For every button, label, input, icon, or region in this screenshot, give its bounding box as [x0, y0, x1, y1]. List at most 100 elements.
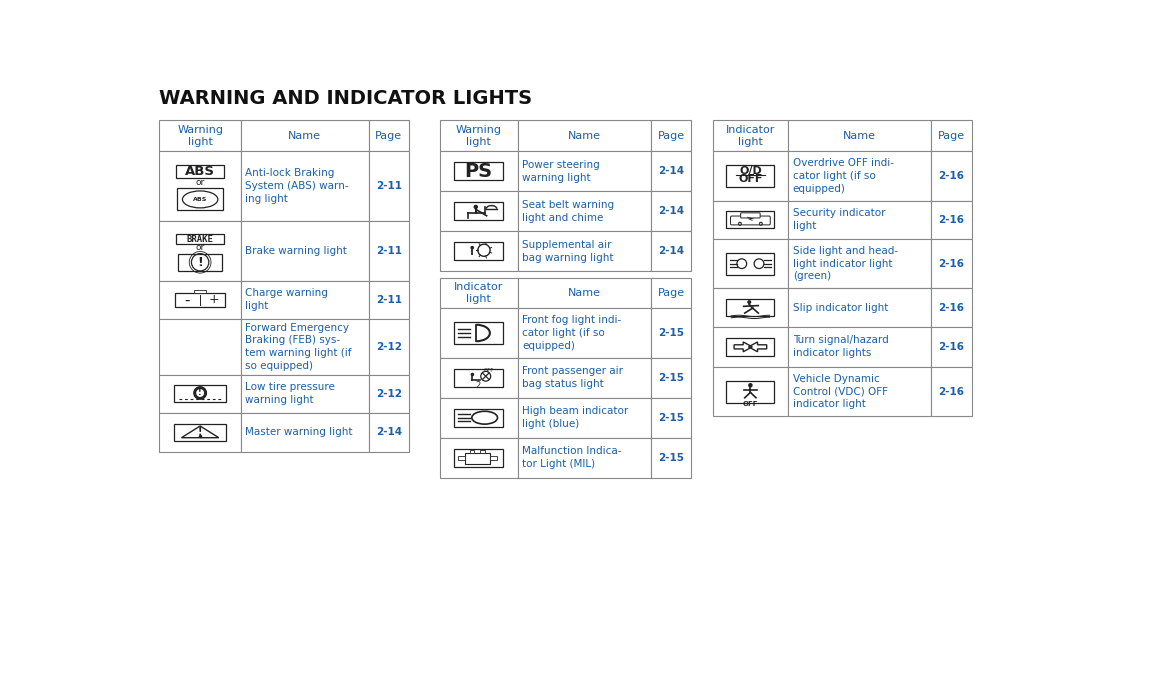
- Text: !: !: [197, 256, 203, 269]
- Bar: [931, 288, 972, 327]
- Text: Anti-lock Braking
System (ABS) warn-
ing light: Anti-lock Braking System (ABS) warn- ing…: [246, 168, 349, 204]
- Text: 2-11: 2-11: [376, 295, 402, 305]
- Text: Seat belt warning
light and chime: Seat belt warning light and chime: [523, 200, 615, 223]
- Text: !: !: [198, 427, 203, 437]
- Bar: [454, 369, 504, 386]
- FancyBboxPatch shape: [740, 213, 760, 218]
- Text: Malfunction Indica-
tor Light (MIL): Malfunction Indica- tor Light (MIL): [523, 446, 622, 469]
- Text: 2-14: 2-14: [658, 246, 684, 256]
- Bar: [440, 278, 518, 308]
- Bar: [651, 191, 691, 231]
- Bar: [194, 290, 206, 293]
- Text: Page: Page: [375, 131, 403, 141]
- Bar: [369, 413, 409, 452]
- Circle shape: [470, 246, 474, 250]
- Bar: [159, 151, 241, 221]
- Bar: [518, 278, 651, 308]
- Text: Name: Name: [568, 131, 601, 141]
- Bar: [931, 151, 972, 200]
- Bar: [457, 456, 466, 460]
- Bar: [440, 397, 518, 438]
- Text: 2-16: 2-16: [938, 259, 965, 269]
- Text: 2-14: 2-14: [658, 166, 684, 176]
- Bar: [518, 438, 651, 477]
- Bar: [712, 151, 788, 200]
- Text: !: !: [198, 388, 201, 397]
- Bar: [369, 280, 409, 319]
- Bar: [788, 288, 931, 327]
- Text: OFF: OFF: [738, 175, 762, 184]
- Bar: [651, 120, 691, 151]
- Bar: [178, 253, 222, 271]
- Text: 2-16: 2-16: [938, 303, 965, 313]
- Bar: [788, 367, 931, 416]
- Bar: [651, 278, 691, 308]
- Bar: [726, 165, 774, 187]
- Bar: [440, 120, 518, 151]
- Bar: [440, 308, 518, 358]
- Bar: [159, 120, 241, 151]
- Text: Security indicator
light: Security indicator light: [793, 208, 885, 231]
- Bar: [490, 456, 497, 460]
- Bar: [241, 374, 369, 413]
- Bar: [651, 231, 691, 271]
- Circle shape: [747, 300, 751, 304]
- Text: Low tire pressure
warning light: Low tire pressure warning light: [246, 382, 335, 405]
- Bar: [175, 293, 225, 307]
- Bar: [464, 452, 490, 464]
- Text: Front fog light indi-
cator light (if so
equipped): Front fog light indi- cator light (if so…: [523, 315, 622, 351]
- Bar: [159, 413, 241, 452]
- Text: Page: Page: [658, 131, 684, 141]
- Bar: [712, 288, 788, 327]
- Bar: [712, 239, 788, 288]
- Text: 2-15: 2-15: [658, 413, 684, 422]
- Text: Front passenger air
bag status light: Front passenger air bag status light: [523, 366, 623, 389]
- Bar: [651, 397, 691, 438]
- Bar: [726, 211, 774, 228]
- Text: 2-15: 2-15: [658, 452, 684, 463]
- Text: Slip indicator light: Slip indicator light: [793, 303, 888, 313]
- Bar: [159, 221, 241, 280]
- Text: 2-12: 2-12: [376, 342, 402, 352]
- Bar: [440, 151, 518, 191]
- Text: 2-15: 2-15: [658, 328, 684, 338]
- Text: WARNING AND INDICATOR LIGHTS: WARNING AND INDICATOR LIGHTS: [159, 88, 533, 108]
- Text: 2-14: 2-14: [658, 206, 684, 216]
- Text: Power steering
warning light: Power steering warning light: [523, 160, 599, 182]
- Bar: [241, 413, 369, 452]
- Text: Name: Name: [289, 131, 321, 141]
- Polygon shape: [194, 387, 206, 400]
- Bar: [518, 397, 651, 438]
- Bar: [931, 367, 972, 416]
- Text: -: -: [184, 292, 190, 308]
- Bar: [454, 203, 504, 220]
- Text: or: or: [196, 178, 205, 187]
- Text: Indicator
light: Indicator light: [725, 125, 775, 147]
- Bar: [712, 120, 788, 151]
- Text: 2-16: 2-16: [938, 215, 965, 225]
- Text: Turn signal/hazard
indicator lights: Turn signal/hazard indicator lights: [793, 335, 888, 358]
- Bar: [726, 253, 774, 275]
- Bar: [159, 319, 241, 374]
- Bar: [726, 299, 774, 316]
- Bar: [241, 280, 369, 319]
- Bar: [440, 358, 518, 397]
- Bar: [241, 221, 369, 280]
- Bar: [369, 120, 409, 151]
- Circle shape: [470, 373, 474, 377]
- Bar: [241, 319, 369, 374]
- Bar: [931, 200, 972, 239]
- Text: Vehicle Dynamic
Control (VDC) OFF
indicator light: Vehicle Dynamic Control (VDC) OFF indica…: [793, 374, 888, 409]
- Bar: [726, 381, 774, 402]
- Text: Page: Page: [938, 131, 965, 141]
- Text: 2-16: 2-16: [938, 342, 965, 352]
- Bar: [651, 308, 691, 358]
- Text: Page: Page: [658, 288, 684, 298]
- Text: Forward Emergency
Braking (FEB) sys-
tem warning light (if
so equipped): Forward Emergency Braking (FEB) sys- tem…: [246, 323, 352, 371]
- Bar: [788, 200, 931, 239]
- Text: Charge warning
light: Charge warning light: [246, 288, 328, 311]
- Bar: [176, 166, 223, 178]
- Text: 2-11: 2-11: [376, 181, 402, 191]
- Bar: [440, 191, 518, 231]
- Text: O/D: O/D: [739, 166, 761, 176]
